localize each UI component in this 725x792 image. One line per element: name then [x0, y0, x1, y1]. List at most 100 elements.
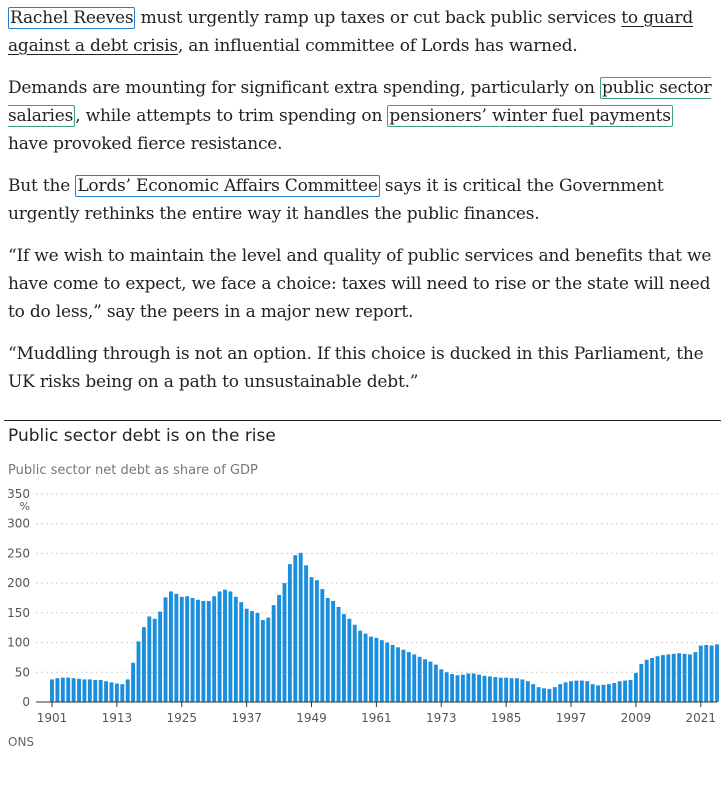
bar: [374, 637, 379, 702]
link-winter-fuel-payments[interactable]: pensioners’ winter fuel payments: [387, 105, 673, 127]
paragraph-2-text-b: , while attempts to trim spending on: [75, 106, 388, 126]
bar: [590, 684, 595, 702]
bar: [715, 644, 719, 702]
bar: [574, 680, 579, 702]
x-tick-label: 1901: [37, 711, 68, 725]
paragraph-3-text-b: says it is critical the Government urgen…: [8, 176, 664, 224]
bar: [309, 577, 314, 702]
bar: [650, 658, 655, 702]
bar: [239, 602, 244, 702]
bar: [331, 600, 336, 702]
y-unit-label: %: [20, 500, 30, 513]
bar: [504, 677, 509, 702]
bar: [141, 627, 146, 702]
bar: [704, 644, 709, 702]
bar: [168, 591, 173, 702]
bar: [671, 653, 676, 702]
bar: [660, 655, 665, 702]
chart-subtitle: Public sector net debt as share of GDP: [8, 463, 258, 478]
bar: [455, 675, 460, 702]
bar: [131, 662, 136, 702]
bar: [369, 636, 373, 702]
bar: [244, 608, 249, 702]
bar: [644, 659, 649, 702]
bar: [320, 589, 325, 702]
bar: [396, 647, 400, 702]
bar: [547, 688, 552, 702]
bar: [639, 663, 644, 702]
bar: [77, 678, 81, 702]
paragraph-2-text-a: Demands are mounting for significant ext…: [8, 78, 600, 98]
bar: [109, 682, 114, 702]
bar: [423, 659, 427, 702]
bar: [612, 682, 617, 702]
bar: [66, 677, 71, 702]
bar: [693, 652, 698, 702]
bar: [509, 678, 514, 702]
chart-plot: 0 50 100 150 200 250 300 350% 1901 1913 1925 1937 19…: [7, 487, 719, 725]
bar: [633, 672, 638, 702]
x-tick-label: 1961: [361, 711, 392, 725]
bar: [260, 619, 265, 702]
bar: [666, 654, 671, 702]
bar: [677, 653, 682, 702]
y-tick-label: 100: [7, 636, 30, 650]
bar: [428, 661, 433, 702]
bar: [682, 653, 687, 702]
bar: [477, 674, 482, 702]
chart-title: Public sector debt is on the rise: [8, 426, 276, 446]
paragraph-3: But the Lords’ Economic Affairs Committe…: [8, 172, 717, 228]
bar: [82, 679, 87, 702]
paragraph-3-text-a: But the: [8, 176, 76, 196]
bar: [498, 677, 503, 702]
bar: [293, 555, 298, 702]
bar: [623, 680, 628, 702]
y-tick-label: 250: [7, 546, 30, 560]
bar: [55, 678, 60, 702]
link-rachel-reeves[interactable]: Rachel Reeves: [8, 7, 136, 29]
bar: [271, 605, 276, 702]
bar: [190, 598, 195, 702]
link-public-sector-salaries[interactable]: public sector salaries: [8, 77, 712, 127]
x-tick-label: 1985: [491, 711, 522, 725]
bar: [314, 580, 319, 702]
bar: [460, 674, 465, 702]
bar: [206, 600, 211, 702]
paragraph-5: “Muddling through is not an option. If t…: [8, 344, 704, 392]
bar: [114, 683, 119, 702]
bar: [628, 680, 633, 702]
y-tick-label: 350: [7, 487, 30, 501]
bar: [352, 624, 357, 702]
chart-top-rule: [4, 420, 721, 421]
bar: [439, 669, 444, 702]
bar: [433, 664, 438, 702]
bar: [179, 596, 184, 702]
bar: [542, 688, 546, 702]
x-tick-label: 1937: [231, 711, 262, 725]
y-tick-label: 300: [7, 517, 30, 531]
bar: [250, 611, 254, 702]
bar: [390, 644, 395, 702]
bar: [406, 652, 411, 702]
bar: [266, 617, 271, 702]
bar: [98, 680, 103, 702]
paragraph-1: Rachel Reeves must urgently ramp up taxe…: [8, 4, 717, 60]
paragraph-4: “If we wish to maintain the level and qu…: [8, 246, 712, 322]
bar: [579, 680, 584, 702]
bar: [298, 552, 303, 702]
bar: [196, 599, 200, 702]
link-lords-committee[interactable]: Lords’ Economic Affairs Committee: [75, 175, 380, 197]
bar: [569, 681, 573, 702]
bar: [417, 656, 422, 702]
bar: [120, 684, 125, 702]
link-debt-crisis[interactable]: to guard against a debt crisis: [8, 8, 694, 56]
bar: [655, 656, 660, 702]
chart-source: ONS: [8, 735, 35, 749]
x-tick-label: 1925: [166, 711, 197, 725]
bar: [277, 595, 282, 702]
paragraph-1-text-b: , an influential committee of Lords has …: [177, 36, 578, 56]
paragraph-2-text-c: have provoked fierce resistance.: [8, 134, 283, 154]
bar: [233, 596, 238, 702]
bar: [125, 679, 130, 702]
y-tick-label: 0: [22, 695, 30, 709]
